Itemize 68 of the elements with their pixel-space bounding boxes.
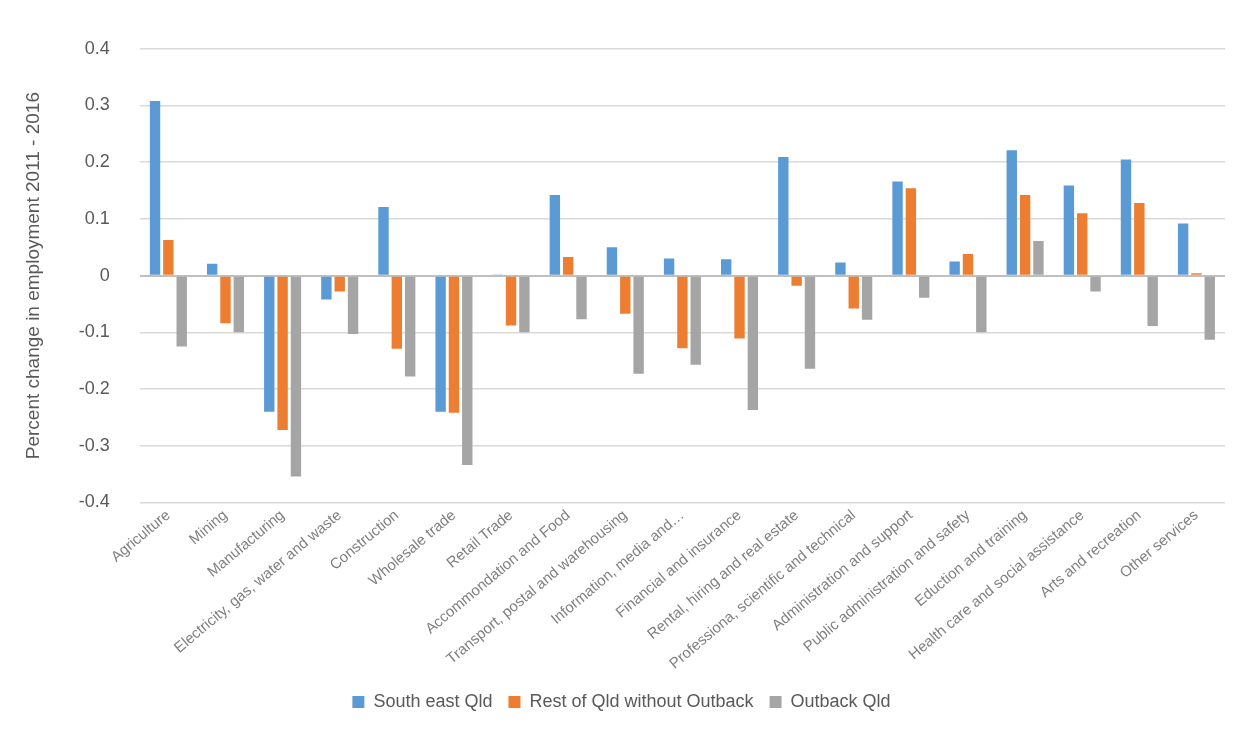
bar [576, 276, 587, 320]
bar [1019, 195, 1031, 275]
bar [435, 276, 446, 412]
bar [677, 276, 688, 349]
bar [919, 276, 930, 298]
y-axis-title: Percent change in employment 2011 - 2016 [21, 92, 43, 460]
bar [1063, 185, 1075, 275]
bar [620, 276, 631, 314]
bar [347, 276, 359, 335]
bar [962, 254, 974, 275]
bar [391, 276, 403, 349]
bar [1120, 159, 1132, 275]
y-tick-label: 0.2 [84, 151, 110, 172]
bar [663, 258, 675, 275]
bar [633, 276, 644, 374]
bar [804, 276, 816, 369]
bar [721, 259, 732, 275]
bar [778, 157, 789, 275]
bar [233, 276, 245, 333]
y-tick-label: 0.1 [84, 207, 110, 228]
bar [505, 276, 517, 326]
bar [848, 276, 859, 309]
bar [949, 261, 960, 275]
y-tick-label: -0.1 [78, 321, 110, 342]
bar [1090, 276, 1101, 292]
bar [264, 276, 275, 412]
bar [334, 276, 345, 292]
bar [378, 207, 389, 275]
bar [892, 181, 903, 275]
bar [747, 276, 759, 411]
legend-label: Outback Qld [790, 690, 891, 711]
bar [163, 239, 174, 275]
legend-label: Rest of Qld without Outback [529, 690, 755, 711]
bar [905, 188, 917, 275]
bar [220, 276, 231, 324]
bar [549, 195, 561, 275]
bar [606, 247, 618, 275]
bar [734, 276, 745, 339]
bar [976, 276, 987, 333]
y-tick-label: 0.4 [84, 37, 110, 58]
y-tick-label: 0.3 [84, 94, 110, 115]
bar [321, 276, 332, 300]
bar [206, 263, 218, 275]
bar [1177, 223, 1189, 275]
bar [791, 276, 802, 286]
bar [149, 100, 161, 275]
y-tick-label: -0.2 [78, 378, 110, 399]
bar [462, 276, 473, 466]
bar [404, 276, 416, 377]
bar [277, 276, 288, 430]
bar [690, 276, 701, 365]
bar [1033, 241, 1044, 275]
y-tick-label: -0.4 [78, 491, 110, 512]
y-tick-label: 0 [99, 264, 110, 285]
bar [562, 256, 574, 275]
y-tick-label: -0.3 [78, 434, 110, 455]
bar [1006, 150, 1017, 275]
bar [1204, 276, 1215, 340]
bar [1134, 203, 1145, 275]
legend-label: South east Qld [373, 690, 493, 711]
bar [861, 276, 873, 320]
bar [1077, 213, 1088, 275]
bar [290, 276, 302, 477]
bar [176, 276, 187, 347]
bar [519, 276, 530, 333]
bar [448, 276, 460, 413]
bar [835, 262, 846, 275]
bar [1147, 276, 1158, 327]
